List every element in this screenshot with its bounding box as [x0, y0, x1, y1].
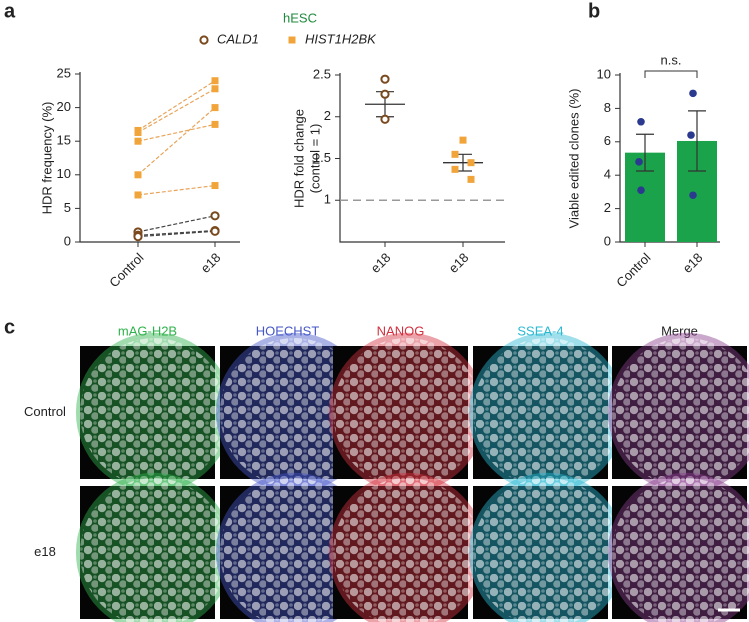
- y-tick-label: 10: [597, 66, 611, 81]
- pair-line: [137, 230, 216, 238]
- pair-line: [137, 184, 216, 196]
- nuclei: [220, 478, 369, 622]
- y-tick-label: 2: [324, 108, 331, 123]
- y-tick-label: 25: [57, 65, 71, 80]
- y-tick-label: 5: [64, 200, 71, 215]
- y-tick-label: 15: [57, 133, 71, 148]
- pair-line: [137, 229, 216, 236]
- marker: [380, 74, 390, 84]
- point: [635, 158, 643, 166]
- point: [637, 186, 645, 195]
- y-tick-label: 2.5: [313, 66, 331, 81]
- error-bar: [636, 133, 654, 172]
- row-label: e18: [34, 544, 56, 559]
- y-tick-label: 0: [604, 233, 611, 248]
- marker: [211, 104, 219, 112]
- nuclei: [612, 338, 749, 487]
- nuclei: [333, 338, 482, 487]
- marker: [199, 35, 209, 45]
- pair-line: [137, 107, 216, 176]
- y-tick-label: 8: [604, 100, 611, 115]
- error-bar: [688, 110, 706, 172]
- y-axis-label: Viable edited clones (%): [566, 89, 581, 229]
- marker: [134, 191, 142, 199]
- y-tick-label: 6: [604, 133, 611, 148]
- marker: [467, 159, 475, 167]
- marker: [210, 211, 220, 221]
- marker: [288, 36, 296, 44]
- point: [689, 89, 697, 98]
- channel-label: mAG-H2B: [118, 323, 177, 338]
- x-tick-label: e18: [446, 250, 472, 276]
- marker: [211, 182, 219, 190]
- nuclei: [333, 478, 482, 622]
- marker: [134, 128, 142, 136]
- marker: [459, 136, 467, 144]
- x-tick-label: Control: [106, 250, 146, 290]
- legend-label: HIST1H2BK: [305, 31, 377, 46]
- bracket: [644, 70, 698, 78]
- y-tick-label: 0: [64, 233, 71, 248]
- y-tick-label: 1.5: [313, 150, 331, 165]
- marker: [211, 120, 219, 128]
- chart-title: hESC: [283, 10, 317, 25]
- nuclei: [473, 338, 622, 487]
- pair-line: [137, 215, 216, 233]
- marker: [451, 150, 459, 158]
- pair-line: [137, 80, 216, 131]
- x-tick-label: e18: [680, 250, 706, 276]
- marker: [133, 232, 143, 242]
- marker: [134, 137, 142, 145]
- row-label: Control: [24, 404, 66, 419]
- point: [687, 131, 695, 139]
- marker: [134, 171, 142, 179]
- point: [689, 191, 697, 200]
- nuclei: [80, 338, 229, 487]
- y-tick-label: 2: [604, 200, 611, 215]
- channel-label: SSEA-4: [517, 323, 563, 338]
- marker: [467, 175, 475, 183]
- y-tick-label: 1: [324, 192, 331, 207]
- nuclei: [612, 478, 749, 622]
- legend-label: CALD1: [217, 31, 259, 46]
- marker: [210, 226, 220, 236]
- marker: [211, 77, 219, 85]
- point: [637, 117, 645, 126]
- nuclei: [473, 478, 622, 622]
- x-tick-label: e18: [368, 250, 394, 276]
- y-axis-label: HDR frequency (%): [39, 102, 54, 215]
- pair-line: [137, 123, 216, 142]
- y-axis-label: HDR fold change: [291, 109, 306, 208]
- y-tick-label: 10: [57, 166, 71, 181]
- panel-label: a: [4, 0, 16, 22]
- annotation: n.s.: [661, 52, 682, 67]
- x-tick-label: Control: [613, 250, 653, 290]
- y-tick-label: 20: [57, 99, 71, 114]
- nuclei: [80, 478, 229, 622]
- panel-label: c: [4, 316, 15, 338]
- pair-line: [137, 88, 216, 133]
- channel-label: HOECHST: [256, 323, 320, 338]
- channel-label: Merge: [661, 323, 698, 338]
- y-axis-label: (control = 1): [307, 124, 322, 194]
- marker: [380, 89, 390, 99]
- x-tick-label: e18: [198, 250, 224, 276]
- channel-label: NANOG: [377, 323, 425, 338]
- y-tick-label: 4: [604, 167, 611, 182]
- panel-label: b: [588, 0, 600, 22]
- marker: [380, 114, 390, 124]
- marker: [451, 165, 459, 173]
- marker: [211, 85, 219, 93]
- axis: [339, 73, 505, 243]
- nuclei: [220, 338, 369, 487]
